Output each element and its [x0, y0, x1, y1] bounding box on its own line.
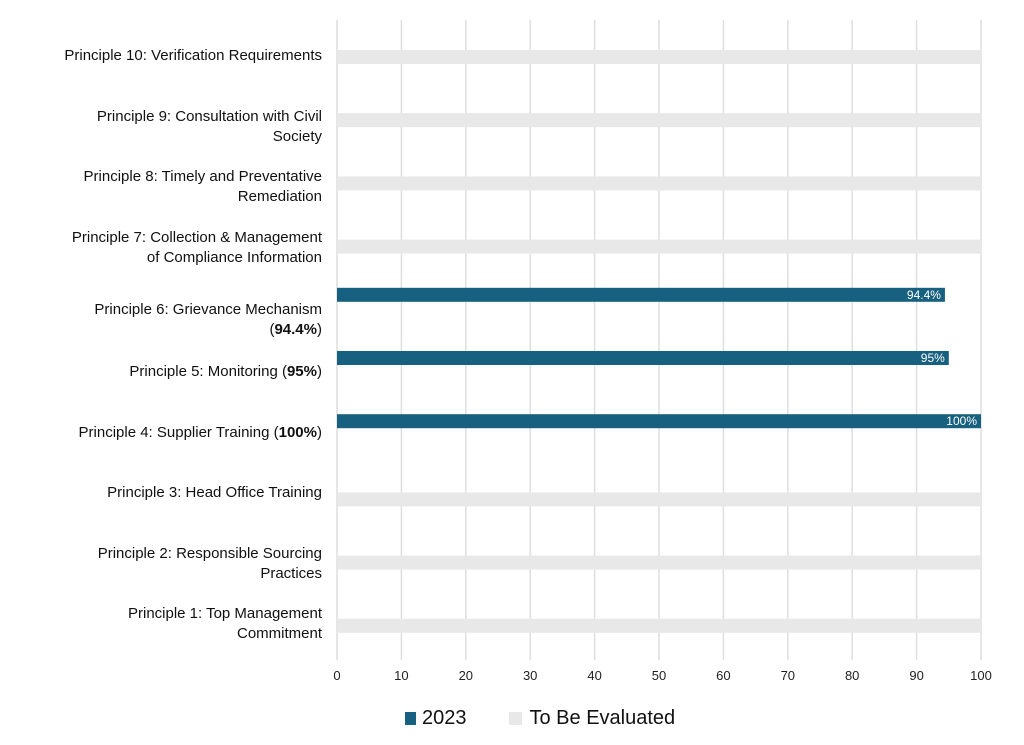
- category-label-line: Society: [97, 127, 322, 147]
- category-label-line: Commitment: [128, 624, 322, 644]
- category-label: Principle 2: Responsible Sourcing Practic…: [98, 544, 322, 584]
- category-label-text: Principle 10: Verification Requirements: [64, 47, 322, 64]
- category-label-text: Practices: [260, 565, 322, 582]
- category-label-text: Remediation: [237, 188, 322, 205]
- x-tick-label: 10: [394, 668, 408, 683]
- category-label-value: 100%: [278, 424, 317, 441]
- x-tick-label: 70: [781, 668, 795, 683]
- data-label: 94.4%: [907, 288, 941, 302]
- category-label-text: ): [317, 424, 322, 441]
- category-label: Principle 3: Head Office Training: [107, 483, 322, 503]
- bar-to-be-evaluated: [337, 239, 981, 254]
- category-label-line: Principle 2: Responsible Sourcing: [98, 544, 322, 564]
- bar-2023: [337, 351, 949, 365]
- legend-swatch-2023: [405, 712, 416, 725]
- x-tick-label: 50: [652, 668, 666, 683]
- bar-to-be-evaluated: [337, 618, 981, 633]
- category-label-text: ): [317, 363, 322, 380]
- category-label-text: Principle 2: Responsible Sourcing: [97, 545, 322, 562]
- category-label-line: Remediation: [84, 187, 322, 207]
- data-label: 100%: [946, 414, 977, 428]
- category-label: Principle 6: Grievance Mechanism (94.4%): [94, 300, 322, 340]
- x-tick-label: 30: [523, 668, 537, 683]
- category-label: Principle 4: Supplier Training (100%): [79, 423, 322, 443]
- x-tick-label: 80: [845, 668, 859, 683]
- category-label-text: of Compliance Information: [146, 249, 322, 266]
- category-label-text: Society: [272, 128, 322, 145]
- x-tick-label: 100: [970, 668, 992, 683]
- x-tick-label: 0: [333, 668, 340, 683]
- category-label-line: Principle 9: Consultation with Civil: [97, 107, 322, 127]
- category-label-line: (94.4%): [94, 320, 322, 340]
- category-label-line: Principle 3: Head Office Training: [107, 483, 322, 503]
- bar-to-be-evaluated: [337, 50, 981, 64]
- bar-2023: [337, 287, 945, 302]
- category-label-line: Principle 4: Supplier Training (100%): [79, 423, 322, 443]
- category-label: Principle 5: Monitoring (95%): [129, 362, 322, 382]
- x-tick-label: 40: [587, 668, 601, 683]
- category-label-value: 95%: [286, 363, 317, 380]
- category-label-text: Principle 4: Supplier Training (: [78, 424, 279, 441]
- category-label-text: Principle 9: Consultation with Civil: [96, 108, 322, 125]
- category-label-text: Principle 1: Top Management: [127, 605, 322, 622]
- category-label-text: Principle 8: Timely and Preventative: [83, 168, 322, 185]
- x-tick-label: 60: [716, 668, 730, 683]
- x-tick-label: 90: [909, 668, 923, 683]
- category-label-text: Principle 7: Collection & Management: [71, 229, 322, 246]
- x-tick-label: 20: [459, 668, 473, 683]
- legend-swatch-to-be-evaluated: [508, 712, 522, 725]
- category-label-line: Principle 5: Monitoring (95%): [129, 362, 322, 382]
- category-label-text: ): [317, 321, 322, 338]
- category-label-text: (: [269, 321, 275, 338]
- category-label: Principle 8: Timely and Preventative Reme…: [84, 167, 322, 207]
- category-label-text: Principle 5: Monitoring (: [129, 363, 287, 380]
- category-label-text: Principle 3: Head Office Training: [107, 484, 322, 501]
- category-label-line: Principle 10: Verification Requirements: [64, 46, 322, 66]
- legend-item-2023[interactable]: 2023: [405, 707, 467, 730]
- category-label: Principle 9: Consultation with Civil Soci…: [97, 107, 322, 147]
- category-label-line: Principle 8: Timely and Preventative: [84, 167, 322, 187]
- legend: 2023 To Be Evaluated: [405, 707, 717, 730]
- category-label-line: Principle 1: Top Management: [128, 604, 322, 624]
- legend-label-to-be-evaluated: To Be Evaluated: [529, 707, 676, 729]
- legend-label-2023: 2023: [422, 707, 467, 729]
- category-label-line: Principle 7: Collection & Management: [72, 228, 322, 248]
- category-label-value: 94.4%: [274, 321, 317, 338]
- bar-to-be-evaluated: [337, 176, 981, 191]
- category-label-line: Practices: [98, 564, 322, 584]
- category-label-text: Principle 6: Grievance Mechanism: [94, 301, 322, 318]
- data-label: 95%: [921, 351, 945, 365]
- category-label: Principle 7: Collection & Management of C…: [72, 228, 322, 268]
- bar-to-be-evaluated: [337, 555, 981, 570]
- bar-to-be-evaluated: [337, 492, 981, 507]
- category-label-text: Commitment: [236, 625, 322, 642]
- category-label: Principle 10: Verification Requirements: [64, 46, 322, 66]
- category-label: Principle 1: Top Management Commitment: [128, 604, 322, 644]
- category-label-line: of Compliance Information: [72, 248, 322, 268]
- category-label-line: Principle 6: Grievance Mechanism: [94, 300, 322, 320]
- bar-to-be-evaluated: [337, 113, 981, 128]
- bar-2023: [337, 414, 981, 429]
- legend-item-to-be-evaluated[interactable]: To Be Evaluated: [508, 707, 676, 730]
